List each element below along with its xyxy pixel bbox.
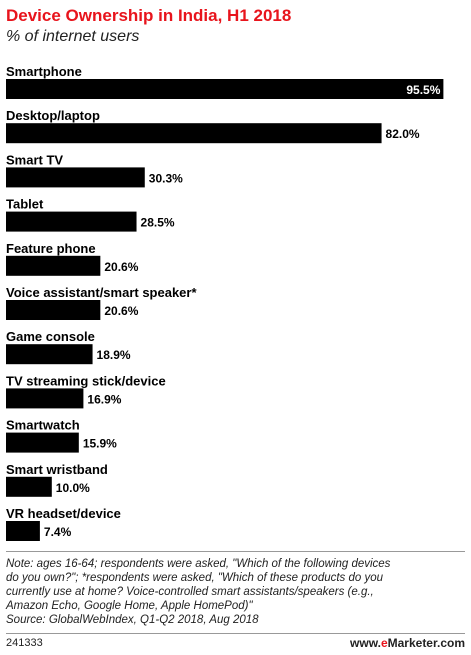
category-label-vr-headset-device: VR headset/device	[6, 506, 121, 521]
notes-divider	[6, 551, 465, 552]
category-label-smartwatch: Smartwatch	[6, 418, 80, 433]
brand-suffix: Marketer.com	[387, 636, 465, 650]
brand-prefix: www.	[350, 636, 381, 650]
chart-id: 241333	[6, 637, 43, 649]
category-label-desktop-laptop: Desktop/laptop	[6, 108, 100, 123]
bar-desktop-laptop	[6, 123, 382, 144]
bar-feature-phone	[6, 255, 101, 276]
value-label-tv-streaming-stick-device: 16.9%	[87, 392, 121, 406]
chart-title: Device Ownership in India, H1 2018	[6, 6, 292, 25]
bar-smartphone	[6, 79, 444, 99]
bar-vr-headset-device	[6, 521, 40, 541]
chart-subtitle: % of internet users	[6, 28, 140, 45]
bar-voice-assistant-smart-speaker	[6, 300, 101, 320]
note-line: do you own?"; *respondents were asked, "…	[6, 572, 384, 584]
value-label-vr-headset-device: 7.4%	[44, 525, 72, 539]
bar-chart: Smartphone 95.5% Desktop/laptop 82.0% Smart …	[0, 60, 471, 550]
value-label-feature-phone: 20.6%	[104, 260, 138, 274]
category-label-smart-wristband: Smart wristband	[6, 462, 108, 477]
value-label-desktop-laptop: 82.0%	[386, 127, 420, 141]
value-label-smart-tv: 30.3%	[149, 171, 183, 185]
source-line: Source: GlobalWebIndex, Q1-Q2 2018, Aug …	[6, 614, 259, 626]
brand-accent: e	[380, 636, 388, 650]
bar-game-console	[6, 344, 93, 365]
brand-link[interactable]: www.eMarketer.com	[350, 636, 465, 650]
note-line: currently use at home? Voice-controlled …	[6, 586, 374, 598]
bar-smart-tv	[6, 167, 145, 188]
bar-smartwatch	[6, 432, 79, 453]
chart-notes: Note: ages 16-64; respondents were asked…	[6, 557, 468, 627]
category-label-voice-assistant-smart-speaker: Voice assistant/smart speaker*	[6, 285, 197, 300]
value-label-game-console: 18.9%	[97, 348, 131, 362]
value-label-smartphone: 95.5%	[406, 83, 440, 97]
category-label-tv-streaming-stick-device: TV streaming stick/device	[6, 373, 166, 388]
bar-chart-svg: Smartphone 95.5% Desktop/laptop 82.0% Smart …	[6, 64, 444, 541]
value-label-tablet: 28.5%	[141, 216, 175, 230]
category-label-tablet: Tablet	[6, 197, 44, 212]
footer-divider	[6, 633, 465, 634]
footer: 241333 www.eMarketer.com	[0, 636, 471, 655]
category-label-smart-tv: Smart TV	[6, 152, 63, 167]
category-label-feature-phone: Feature phone	[6, 241, 96, 256]
category-label-game-console: Game console	[6, 329, 95, 344]
category-label-smartphone: Smartphone	[6, 64, 82, 79]
note-line: Note: ages 16-64; respondents were asked…	[6, 558, 391, 570]
value-label-smart-wristband: 10.0%	[56, 481, 90, 495]
bar-tv-streaming-stick-device	[6, 388, 84, 409]
note-line: Amazon Echo, Google Home, Apple HomePod)…	[6, 600, 253, 612]
value-label-smartwatch: 15.9%	[83, 437, 117, 451]
bar-smart-wristband	[6, 476, 52, 497]
value-label-voice-assistant-smart-speaker: 20.6%	[104, 304, 138, 318]
bar-tablet	[6, 211, 137, 232]
